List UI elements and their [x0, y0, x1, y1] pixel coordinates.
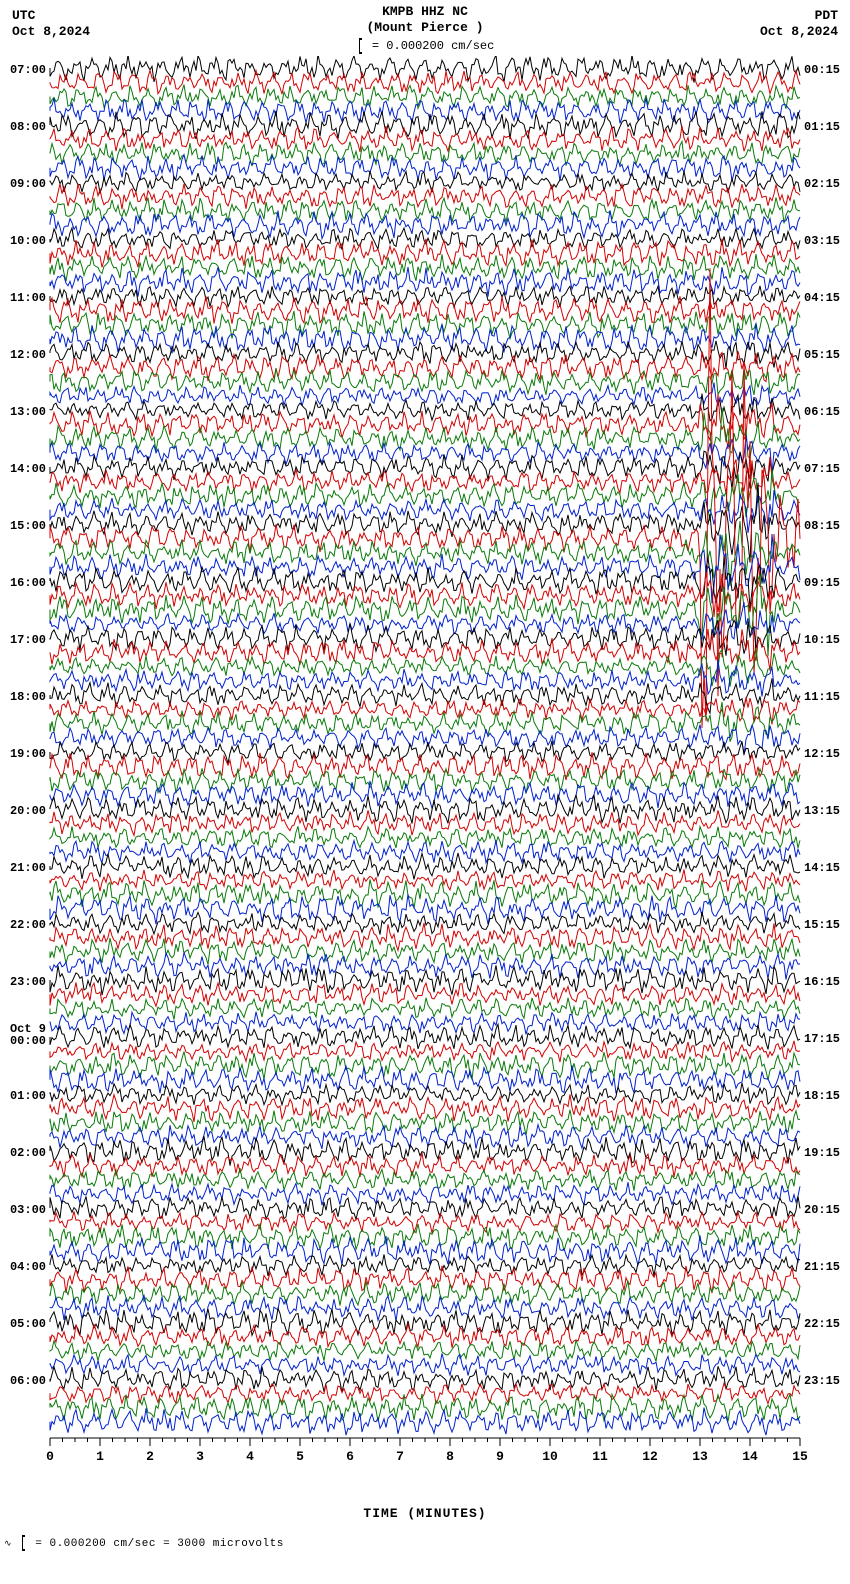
left-time-axis: 07:00 08:00 09:00 10:00 11:00 12:00 13:00 14:00… — [0, 56, 48, 1468]
left-time-label: 06:00 — [10, 1375, 46, 1387]
footer-text: = 0.000200 cm/sec = 3000 microvolts — [35, 1538, 284, 1550]
right-time-label: 20:15 — [804, 1204, 840, 1216]
seismic-traces: 0123456789101112131415 — [0, 56, 850, 1504]
left-time-label: 07:00 — [10, 64, 46, 76]
right-time-label: 01:15 — [804, 121, 840, 133]
pdt-date: Oct 8,2024 — [760, 24, 838, 40]
scale-bar-icon — [359, 38, 362, 54]
svg-text:4: 4 — [246, 1449, 254, 1464]
station-name: (Mount Pierce ) — [0, 20, 850, 36]
left-time-label: 21:00 — [10, 862, 46, 874]
svg-text:9: 9 — [496, 1449, 504, 1464]
right-time-label: 05:15 — [804, 349, 840, 361]
right-time-label: 10:15 — [804, 634, 840, 646]
right-time-label: 18:15 — [804, 1090, 840, 1102]
scale-text: = 0.000200 cm/sec — [372, 39, 494, 53]
amplitude-scale: = 0.000200 cm/sec — [0, 38, 850, 54]
right-time-label: 03:15 — [804, 235, 840, 247]
left-time-label: 23:00 — [10, 976, 46, 988]
wave-icon: ∿ — [4, 1539, 12, 1549]
left-time-label: 11:00 — [10, 292, 46, 304]
right-time-label: 19:15 — [804, 1147, 840, 1159]
right-time-label: 23:15 — [804, 1375, 840, 1387]
left-time-label: 13:00 — [10, 406, 46, 418]
left-time-label: 22:00 — [10, 919, 46, 931]
svg-text:2: 2 — [146, 1449, 154, 1464]
svg-text:1: 1 — [96, 1449, 104, 1464]
right-time-label: 21:15 — [804, 1261, 840, 1273]
station-code: KMPB HHZ NC — [0, 4, 850, 20]
right-time-label: 11:15 — [804, 691, 840, 703]
left-time-label: 16:00 — [10, 577, 46, 589]
left-time-label: 03:00 — [10, 1204, 46, 1216]
right-time-axis: 00:15 01:15 02:15 03:15 04:15 05:15 06:15 07:15… — [802, 56, 850, 1468]
left-time-label: 04:00 — [10, 1261, 46, 1273]
left-time-label: 14:00 — [10, 463, 46, 475]
right-time-label: 00:15 — [804, 64, 840, 76]
scale-bar-icon — [22, 1535, 25, 1551]
left-time-label: 01:00 — [10, 1090, 46, 1102]
right-time-label: 22:15 — [804, 1318, 840, 1330]
left-time-label: 08:00 — [10, 121, 46, 133]
pdt-label: PDT — [760, 8, 838, 24]
right-time-label: 02:15 — [804, 178, 840, 190]
left-time-label: 05:00 — [10, 1318, 46, 1330]
left-time-label: 10:00 — [10, 235, 46, 247]
svg-text:6: 6 — [346, 1449, 354, 1464]
svg-text:10: 10 — [542, 1449, 558, 1464]
right-time-label: 17:15 — [804, 1033, 840, 1045]
svg-text:5: 5 — [296, 1449, 304, 1464]
right-time-label: 09:15 — [804, 577, 840, 589]
header-center: KMPB HHZ NC (Mount Pierce ) — [0, 4, 850, 35]
footer-scale: ∿ = 0.000200 cm/sec = 3000 microvolts — [0, 1521, 850, 1557]
left-time-label: 18:00 — [10, 691, 46, 703]
left-time-label: 09:00 — [10, 178, 46, 190]
left-time-label: Oct 9 00:00 — [10, 1023, 46, 1047]
left-time-label: 19:00 — [10, 748, 46, 760]
x-axis-label: TIME (MINUTES) — [0, 1506, 850, 1521]
right-time-label: 04:15 — [804, 292, 840, 304]
svg-text:14: 14 — [742, 1449, 758, 1464]
svg-text:11: 11 — [592, 1449, 608, 1464]
seismogram-page: UTC Oct 8,2024 KMPB HHZ NC (Mount Pierce… — [0, 0, 850, 1557]
left-time-label: 20:00 — [10, 805, 46, 817]
header: UTC Oct 8,2024 KMPB HHZ NC (Mount Pierce… — [0, 0, 850, 56]
helicorder-plot: 07:00 08:00 09:00 10:00 11:00 12:00 13:00 14:00… — [0, 56, 850, 1521]
svg-text:13: 13 — [692, 1449, 708, 1464]
left-time-label: 17:00 — [10, 634, 46, 646]
svg-text:8: 8 — [446, 1449, 454, 1464]
right-time-label: 13:15 — [804, 805, 840, 817]
right-time-label: 07:15 — [804, 463, 840, 475]
right-time-label: 12:15 — [804, 748, 840, 760]
right-time-label: 14:15 — [804, 862, 840, 874]
left-time-label: 15:00 — [10, 520, 46, 532]
right-time-label: 08:15 — [804, 520, 840, 532]
svg-text:12: 12 — [642, 1449, 658, 1464]
right-time-label: 06:15 — [804, 406, 840, 418]
svg-text:3: 3 — [196, 1449, 204, 1464]
header-right: PDT Oct 8,2024 — [760, 8, 838, 39]
left-time-label: 02:00 — [10, 1147, 46, 1159]
right-time-label: 16:15 — [804, 976, 840, 988]
svg-text:7: 7 — [396, 1449, 404, 1464]
right-time-label: 15:15 — [804, 919, 840, 931]
left-time-label: 12:00 — [10, 349, 46, 361]
